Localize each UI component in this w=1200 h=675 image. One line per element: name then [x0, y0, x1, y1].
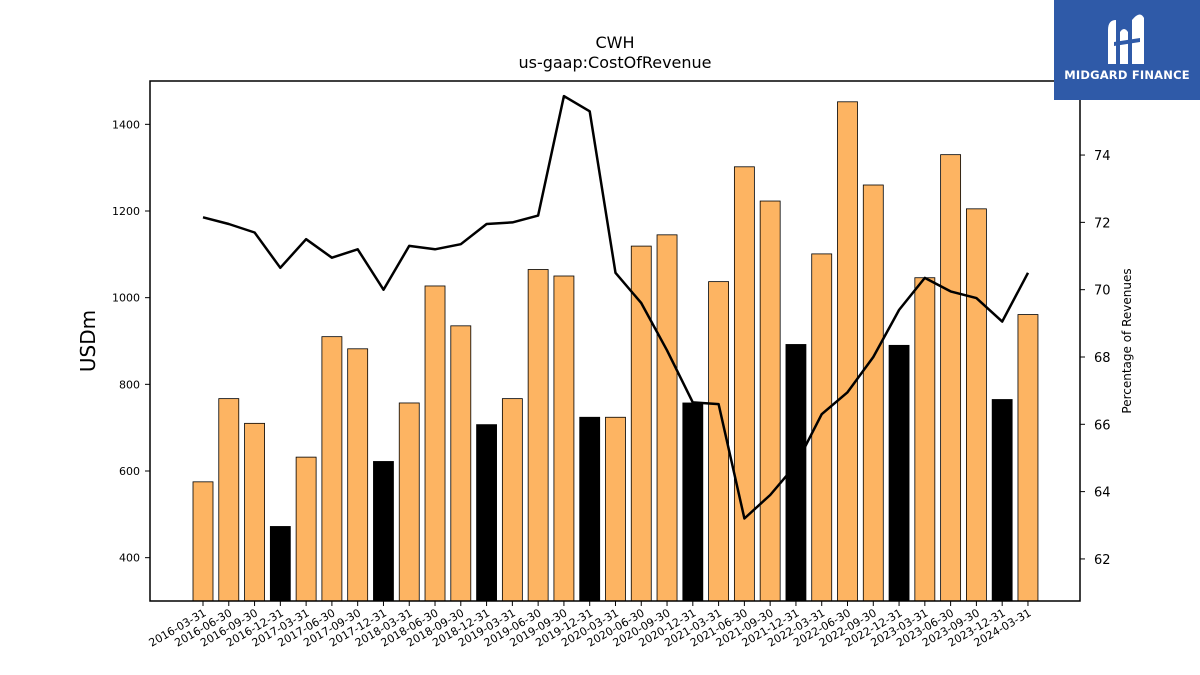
bar-2018-03-31	[398, 402, 420, 602]
y2-tick-label: 70	[1094, 284, 1111, 299]
bar-2016-09-30	[244, 422, 265, 602]
bar-2018-06-30	[424, 285, 446, 602]
y2-tick-label: 72	[1094, 216, 1111, 231]
y2-tick-label: 66	[1094, 418, 1111, 433]
bar-2020-03-31	[605, 416, 626, 602]
bar-2016-12-31	[269, 526, 291, 602]
bar-2018-12-31	[476, 424, 497, 602]
y-tick-label: 1000	[112, 292, 140, 305]
y2-tick-label: 68	[1094, 351, 1111, 366]
bar-2019-12-31	[579, 416, 601, 602]
y-axis-right: 62 64 66 68 70 72 74	[1080, 149, 1111, 568]
y-tick-label: 1200	[112, 205, 140, 218]
brand-logo: MIDGARD FINANCE	[1054, 0, 1200, 100]
bar-2023-03-31	[914, 277, 936, 602]
bar-2023-09-30	[966, 208, 987, 602]
bar-2020-09-30	[656, 234, 678, 602]
y-tick-label: 600	[119, 465, 140, 478]
y-axis-left: 400 600 800 1000 1200 1400	[112, 118, 150, 565]
y-tick-label: 400	[119, 552, 140, 565]
logo-text: MIDGARD FINANCE	[1064, 68, 1190, 82]
bar-2024-03-31	[1017, 314, 1039, 602]
bar-2022-09-30	[862, 184, 884, 602]
bar-2021-03-31	[708, 281, 729, 602]
bar-2023-12-31	[991, 399, 1013, 602]
bar-2016-03-31	[192, 481, 214, 602]
bar-2021-06-30	[733, 166, 755, 602]
chart-subtitle: us-gaap:CostOfRevenue	[518, 53, 711, 72]
bar-2020-06-30	[630, 245, 652, 602]
bar-2017-03-31	[295, 456, 317, 602]
bar-series	[192, 101, 1039, 602]
x-axis: 2016-03-312016-06-302016-09-302016-12-31…	[147, 601, 1033, 650]
bar-2017-09-30	[347, 348, 369, 602]
bar-2022-06-30	[837, 101, 858, 602]
bar-2021-09-30	[759, 200, 781, 602]
bar-2019-06-30	[527, 269, 549, 602]
bar-2019-03-31	[501, 398, 523, 602]
y-tick-label: 1400	[112, 118, 140, 131]
y-axis-label: USDm	[76, 310, 100, 372]
y-tick-label: 800	[119, 378, 140, 391]
chart-title: CWH	[595, 33, 634, 52]
y2-tick-label: 74	[1094, 149, 1111, 164]
y2-tick-label: 62	[1094, 553, 1111, 568]
line-series	[202, 94, 1030, 520]
y2-axis-label: Percentage of Revenues	[1120, 268, 1134, 413]
bar-2020-12-31	[682, 402, 704, 602]
bar-2017-12-31	[373, 461, 394, 602]
bar-2022-12-31	[888, 344, 910, 602]
bar-2016-06-30	[218, 398, 240, 602]
bar-2023-06-30	[940, 154, 962, 602]
y2-tick-label: 64	[1094, 486, 1111, 501]
bar-2019-09-30	[553, 275, 575, 602]
midgard-logo-icon	[1108, 14, 1144, 65]
percentage-line	[202, 94, 1030, 520]
bar-2018-09-30	[450, 325, 472, 602]
bar-2017-06-30	[321, 336, 343, 602]
